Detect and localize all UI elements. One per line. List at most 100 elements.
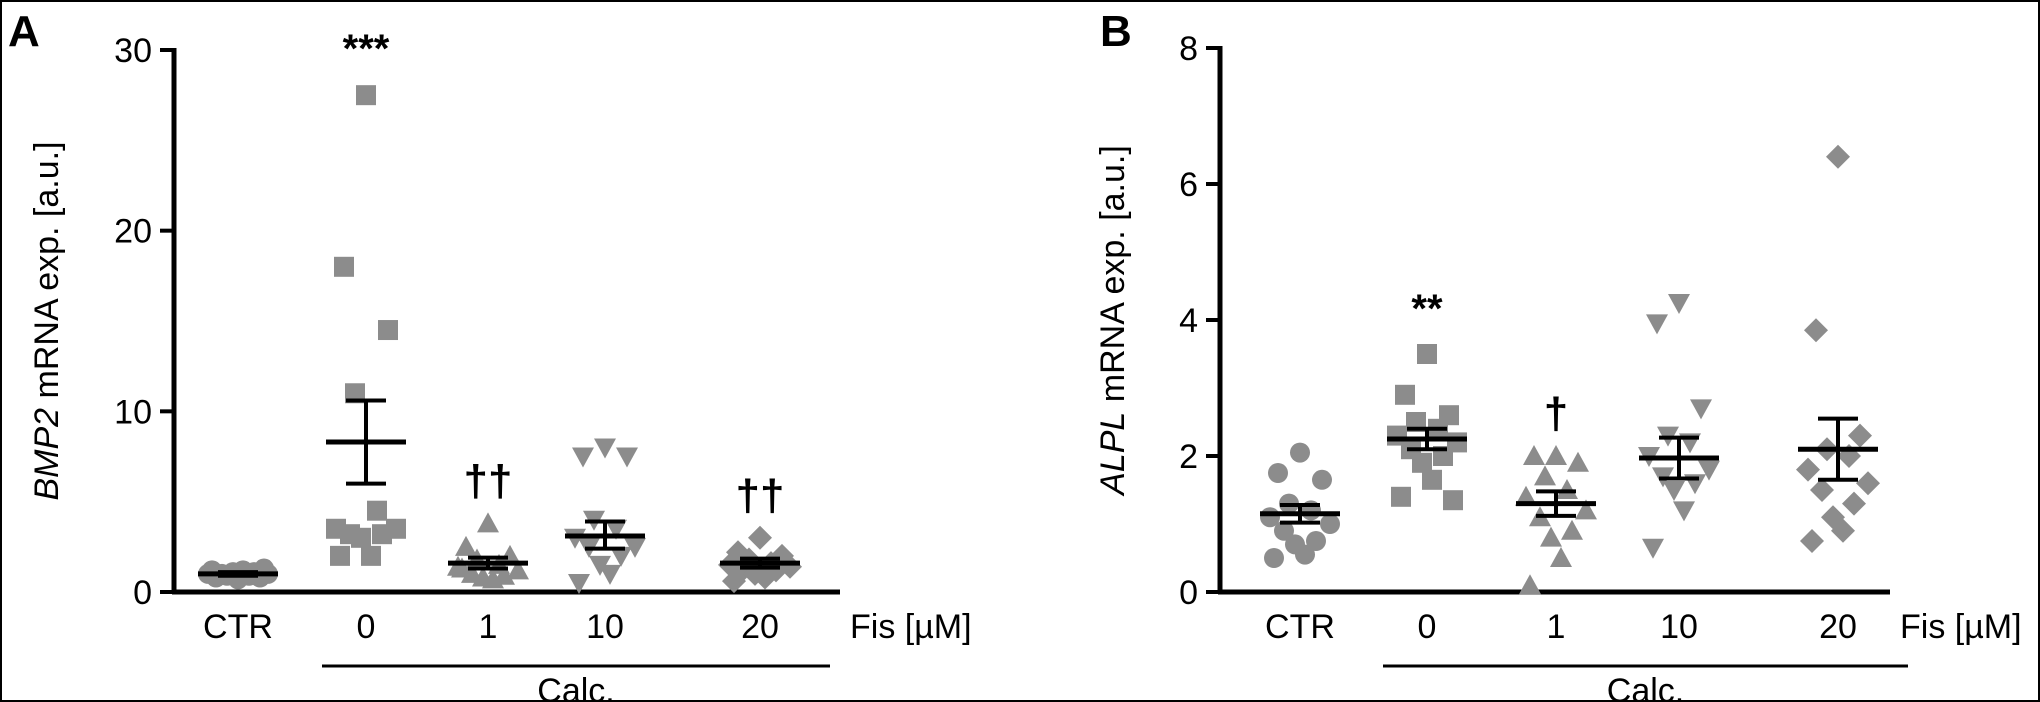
data-point — [372, 524, 392, 545]
y-axis-label: ALPL mRNA exp. [a.u.] — [1094, 145, 1132, 497]
data-point — [1567, 451, 1589, 472]
data-point — [568, 573, 590, 594]
data-point — [1290, 442, 1310, 463]
series-4: †† — [718, 471, 802, 594]
y-tick-label: 20 — [114, 213, 152, 251]
data-point — [610, 546, 632, 567]
x-category-label: 1 — [1547, 608, 1566, 646]
data-point — [1856, 471, 1880, 496]
data-point — [451, 557, 473, 578]
x-category-label: CTR — [203, 608, 273, 646]
data-point — [594, 438, 616, 459]
data-point — [351, 527, 371, 548]
significance-marker: †† — [736, 471, 785, 520]
significance-marker: †† — [464, 456, 513, 505]
series-2: † — [1515, 389, 1597, 595]
data-point — [1422, 469, 1442, 490]
data-point — [1443, 490, 1463, 511]
data-point — [477, 512, 499, 533]
y-tick-label: 0 — [133, 574, 152, 612]
group-label: Calc. — [537, 672, 614, 700]
y-tick-label: 10 — [114, 393, 152, 431]
data-point — [1642, 538, 1664, 559]
x-category-label: 10 — [586, 608, 624, 646]
x-category-label: 10 — [1660, 608, 1698, 646]
data-point — [1646, 314, 1668, 335]
data-point — [1395, 384, 1415, 405]
y-axis-label: BMP2 mRNA exp. [a.u.] — [28, 141, 66, 500]
data-point — [482, 568, 504, 589]
data-point — [1320, 514, 1340, 534]
data-point — [1561, 519, 1583, 540]
data-point — [1673, 501, 1695, 522]
data-point — [1810, 478, 1834, 502]
series-4 — [1796, 144, 1880, 553]
data-point — [1556, 479, 1578, 499]
series-2: †† — [447, 456, 529, 589]
data-point — [1306, 531, 1326, 551]
data-point — [345, 383, 365, 404]
data-point — [599, 564, 621, 585]
significance-marker: ** — [1411, 287, 1443, 331]
data-point — [1523, 445, 1545, 465]
data-point — [748, 525, 772, 550]
y-tick-label: 30 — [114, 32, 152, 70]
data-point — [1268, 463, 1288, 483]
y-tick-label: 2 — [1179, 438, 1198, 476]
data-point — [722, 569, 746, 594]
data-point — [1391, 486, 1411, 507]
series-3 — [1638, 294, 1720, 559]
y-tick-label: 0 — [1179, 574, 1198, 612]
y-axis-label-gene: ALPL — [1094, 412, 1132, 497]
significance-marker: † — [1544, 389, 1568, 438]
data-point — [1519, 574, 1541, 595]
data-point — [616, 447, 638, 468]
data-point — [1826, 144, 1850, 169]
significance-marker: *** — [343, 27, 390, 71]
data-point — [455, 535, 477, 556]
series-3 — [564, 438, 646, 594]
x-category-label: 0 — [1418, 608, 1437, 646]
data-point — [624, 537, 646, 558]
data-point — [1831, 518, 1855, 543]
data-point — [605, 519, 627, 540]
data-point — [356, 85, 376, 106]
group-label: Calc. — [1607, 672, 1684, 700]
data-point — [1800, 529, 1824, 553]
series-0 — [1260, 442, 1340, 568]
data-point — [572, 447, 594, 468]
x-category-label: 20 — [741, 608, 779, 646]
data-point — [1540, 526, 1562, 547]
y-axis-label-gene: BMP2 — [28, 408, 66, 501]
panel-letter: B — [1100, 7, 1132, 56]
data-point — [1295, 544, 1315, 565]
data-point — [1804, 318, 1828, 343]
y-axis-label-text: mRNA exp. [a.u.] — [28, 141, 66, 407]
data-point — [1312, 469, 1332, 490]
series-1: ** — [1387, 287, 1467, 511]
data-point — [1796, 457, 1820, 482]
series-0 — [198, 558, 278, 590]
data-point — [1264, 548, 1284, 568]
data-point — [507, 559, 529, 580]
data-point — [367, 500, 387, 521]
data-point — [1575, 499, 1597, 520]
x-unit-label: Fis [µM] — [1900, 608, 2022, 646]
chart-panel-a: A 0 10 20 30 BMP2 mRNA exp. [a.u.] CTR 0 1 10 20 Fi… — [8, 7, 972, 700]
data-point — [1842, 491, 1866, 516]
x-category-label: 20 — [1819, 608, 1857, 646]
data-point — [1515, 485, 1537, 506]
data-point — [1690, 399, 1712, 420]
y-tick-label: 4 — [1179, 302, 1198, 340]
y-axis-label-text: mRNA exp. [a.u.] — [1094, 145, 1132, 411]
data-point — [1848, 423, 1872, 448]
data-point — [378, 320, 398, 341]
data-point — [1412, 452, 1432, 473]
x-category-label: 1 — [479, 608, 498, 646]
data-point — [1550, 547, 1572, 567]
data-point — [1274, 520, 1294, 541]
x-unit-label: Fis [µM] — [850, 608, 972, 646]
data-point — [330, 545, 350, 566]
data-point — [1534, 465, 1556, 486]
